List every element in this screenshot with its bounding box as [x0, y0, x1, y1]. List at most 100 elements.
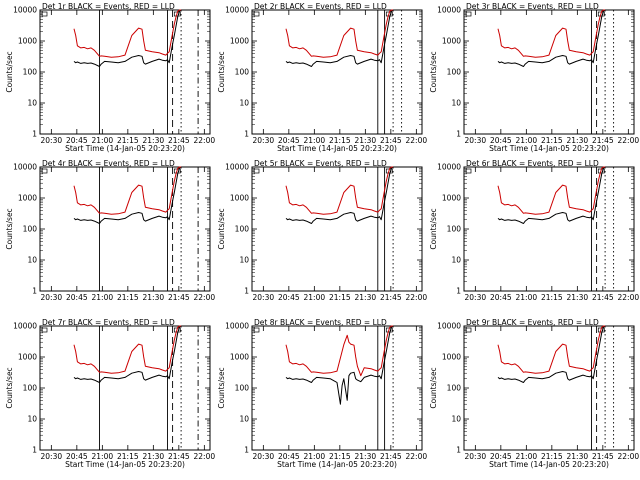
chart-panel-5: Det 5r BLACK = Events, RED = LLD 1 10 100 10…: [217, 159, 427, 302]
x-tick-label: 20:30: [253, 293, 275, 302]
y-tick-label: 1: [32, 287, 37, 296]
y-tick-label: 10000: [437, 322, 461, 331]
x-tick-label: 21:00: [304, 136, 326, 145]
y-tick-label: 10000: [437, 163, 461, 172]
x-tick-label: 20:45: [66, 136, 88, 145]
y-tick-label: 1: [244, 446, 249, 455]
x-tick-label: 21:00: [516, 136, 538, 145]
chart-panel-9: Det 9r BLACK = Events, RED = LLD 1 10 100 10…: [429, 318, 639, 469]
y-axis-label: Counts/sec: [217, 208, 226, 249]
chart-title: Det 1r BLACK = Events, RED = LLD: [42, 2, 175, 11]
x-tick-label: 22:00: [194, 293, 216, 302]
y-tick-label: 10000: [225, 322, 249, 331]
y-tick-label: 1: [244, 287, 249, 296]
y-tick-label: 100: [23, 68, 38, 77]
y-tick-label: 1000: [442, 194, 461, 203]
chart-title: Det 7r BLACK = Events, RED = LLD: [42, 318, 175, 327]
x-tick-label: 21:30: [355, 136, 377, 145]
x-tick-label: 22:00: [618, 136, 640, 145]
chart-panel-8: Det 8r BLACK = Events, RED = LLD 1 10 100 10…: [217, 318, 427, 469]
x-tick-label: 20:30: [41, 452, 63, 461]
y-tick-label: 100: [235, 68, 250, 77]
marker-box: [41, 168, 48, 174]
lld-series-line: [73, 166, 182, 215]
chart-panel-6: Det 6r BLACK = Events, RED = LLD 1 10 100 10…: [429, 159, 639, 302]
chart-title: Det 8r BLACK = Events, RED = LLD: [254, 318, 387, 327]
y-tick-label: 1000: [230, 353, 249, 362]
x-tick-label: 21:45: [592, 293, 614, 302]
lld-series-line: [497, 9, 606, 58]
chart-title: Det 4r BLACK = Events, RED = LLD: [42, 159, 175, 168]
x-tick-label: 20:45: [66, 452, 88, 461]
y-tick-label: 10: [27, 256, 37, 265]
x-tick-label: 20:45: [490, 452, 512, 461]
y-tick-label: 10000: [437, 6, 461, 15]
x-tick-label: 21:00: [516, 293, 538, 302]
x-axis-label: Start Time (14-Jan-05 20:23:20): [65, 460, 185, 469]
x-tick-label: 21:45: [168, 293, 190, 302]
x-tick-label: 21:45: [592, 452, 614, 461]
chart-title: Det 2r BLACK = Events, RED = LLD: [254, 2, 387, 11]
y-tick-label: 1000: [230, 194, 249, 203]
y-axis-label: Counts/sec: [5, 367, 14, 408]
lld-series-line: [497, 166, 606, 215]
marker-box: [465, 168, 472, 174]
y-axis-label: Counts/sec: [217, 51, 226, 92]
events-series-line: [285, 9, 394, 67]
x-tick-label: 21:15: [117, 452, 139, 461]
x-tick-label: 21:15: [541, 452, 563, 461]
x-tick-label: 20:45: [278, 136, 300, 145]
y-tick-label: 10: [239, 256, 249, 265]
chart-panel-4: Det 4r BLACK = Events, RED = LLD 1 10 100 10…: [5, 159, 215, 302]
x-tick-label: 21:30: [355, 293, 377, 302]
x-tick-label: 20:45: [66, 293, 88, 302]
y-tick-label: 1000: [442, 353, 461, 362]
y-tick-label: 10000: [13, 163, 37, 172]
lld-series-line: [73, 9, 182, 58]
y-tick-label: 1000: [442, 37, 461, 46]
plot-frame: [251, 325, 423, 451]
x-axis-label: Start Time (14-Jan-05 20:23:20): [277, 144, 397, 153]
marker-box: [253, 168, 260, 174]
y-tick-label: 10: [451, 99, 461, 108]
lld-series-line: [285, 9, 394, 58]
y-tick-label: 1: [456, 446, 461, 455]
x-tick-label: 21:30: [143, 136, 165, 145]
y-tick-label: 100: [23, 384, 38, 393]
plot-frame: [463, 166, 635, 292]
y-tick-label: 100: [447, 384, 462, 393]
y-tick-label: 10000: [13, 322, 37, 331]
x-tick-label: 22:00: [618, 293, 640, 302]
x-tick-label: 20:45: [490, 136, 512, 145]
x-tick-label: 21:30: [355, 452, 377, 461]
y-tick-label: 100: [235, 384, 250, 393]
marker-box: [253, 11, 260, 17]
x-tick-label: 21:00: [92, 136, 114, 145]
x-tick-label: 20:30: [465, 293, 487, 302]
y-axis-label: Counts/sec: [429, 51, 438, 92]
lld-series-line: [285, 166, 394, 215]
y-tick-label: 100: [235, 225, 250, 234]
x-tick-label: 22:00: [406, 452, 428, 461]
x-axis-label: Start Time (14-Jan-05 20:23:20): [489, 144, 609, 153]
chart-title: Det 3r BLACK = Events, RED = LLD: [466, 2, 599, 11]
events-series-line: [285, 166, 394, 224]
y-axis-label: Counts/sec: [5, 51, 14, 92]
x-tick-label: 20:30: [253, 136, 275, 145]
y-axis-label: Counts/sec: [217, 367, 226, 408]
y-axis-label: Counts/sec: [5, 208, 14, 249]
y-tick-label: 10000: [13, 6, 37, 15]
x-tick-label: 22:00: [406, 136, 428, 145]
y-tick-label: 100: [23, 225, 38, 234]
y-tick-label: 10: [239, 415, 249, 424]
lld-series-line: [285, 325, 394, 377]
marker-box: [465, 11, 472, 17]
x-tick-label: 21:15: [329, 136, 351, 145]
x-tick-label: 20:45: [490, 293, 512, 302]
x-tick-label: 21:30: [143, 293, 165, 302]
x-tick-label: 22:00: [618, 452, 640, 461]
x-tick-label: 21:45: [168, 136, 190, 145]
x-tick-label: 21:15: [117, 136, 139, 145]
x-tick-label: 21:30: [567, 136, 589, 145]
